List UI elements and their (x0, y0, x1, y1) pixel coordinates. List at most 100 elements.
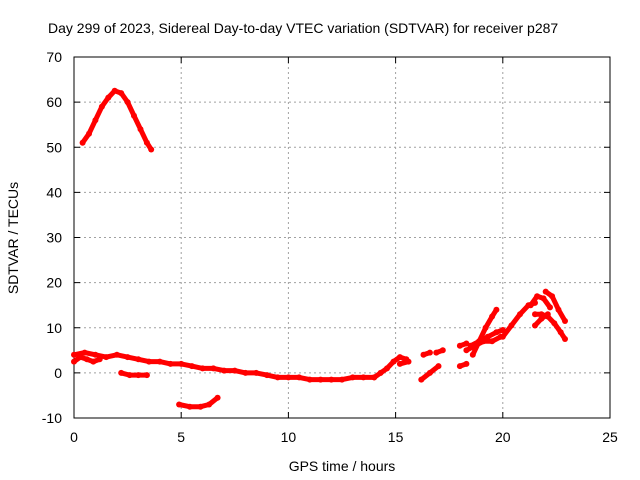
data-point (433, 349, 440, 356)
data-point (214, 394, 221, 401)
data-point (71, 351, 77, 358)
data-point (77, 354, 84, 361)
data-point (105, 94, 112, 101)
series-group (71, 87, 568, 410)
data-point (542, 288, 549, 295)
y-tick-label: 10 (46, 320, 62, 336)
grid (74, 57, 610, 418)
data-point (426, 349, 433, 356)
data-point (405, 358, 412, 365)
data-point (113, 351, 120, 358)
y-tick-label: 30 (46, 230, 62, 246)
data-point (469, 351, 476, 358)
data-point (118, 369, 125, 376)
y-tick-label: -10 (42, 410, 62, 426)
data-point (143, 372, 150, 379)
data-point (456, 342, 463, 349)
data-point (296, 374, 303, 381)
data-point (435, 363, 442, 370)
data-point (148, 146, 155, 153)
series-arc-late-5 (528, 293, 553, 310)
data-point (188, 363, 195, 370)
data-point (396, 360, 403, 367)
data-point (210, 365, 217, 372)
data-point (90, 358, 97, 365)
data-point (124, 99, 131, 106)
data-point (118, 90, 125, 97)
data-point (146, 358, 152, 365)
y-tick-label: 20 (46, 275, 62, 291)
data-point (111, 87, 118, 94)
data-point (156, 358, 163, 365)
data-point (540, 295, 547, 302)
y-tick-label: 0 (54, 365, 62, 381)
data-point (328, 376, 335, 383)
data-point (339, 376, 345, 383)
data-point (527, 302, 534, 309)
chart-title: Day 299 of 2023, Sidereal Day-to-day VTE… (48, 20, 558, 36)
data-point (390, 358, 397, 365)
data-point (96, 356, 103, 363)
data-point (186, 403, 193, 410)
data-point (206, 401, 213, 408)
data-point (81, 349, 88, 356)
x-tick-label: 25 (602, 429, 618, 445)
data-point (285, 374, 292, 381)
x-axis-label: GPS time / hours (289, 458, 396, 474)
data-point (98, 103, 105, 110)
data-point (493, 329, 500, 336)
data-point (396, 354, 403, 361)
data-point (83, 356, 90, 363)
data-point (482, 324, 489, 331)
y-axis-label: SDTVAR / TECUs (5, 182, 21, 294)
data-point (126, 372, 133, 379)
data-point (562, 336, 568, 342)
data-point (317, 376, 324, 383)
data-point (274, 374, 281, 381)
data-point (489, 313, 496, 320)
data-point (242, 369, 249, 376)
data-point (79, 139, 86, 146)
data-point (253, 369, 260, 376)
data-point (197, 403, 204, 410)
data-point (135, 372, 142, 379)
data-point (199, 365, 206, 372)
data-point (426, 369, 433, 376)
data-point (92, 351, 99, 358)
data-point (178, 360, 185, 367)
x-tick-label: 15 (388, 429, 404, 445)
data-point (377, 369, 384, 376)
y-tick-label: 40 (46, 184, 62, 200)
data-point (532, 311, 538, 318)
data-point (538, 315, 545, 322)
data-point (557, 329, 564, 336)
data-point (439, 347, 446, 354)
y-tick-label: 60 (46, 94, 62, 110)
data-point (221, 367, 228, 374)
data-point (544, 311, 551, 318)
data-point (103, 354, 110, 361)
data-point (231, 367, 238, 374)
data-point (418, 376, 425, 383)
y-tick-label: 70 (46, 49, 62, 65)
data-point (549, 293, 556, 300)
data-point (306, 376, 313, 383)
data-point (532, 322, 538, 329)
data-point (493, 306, 500, 313)
data-point (555, 306, 562, 313)
data-point (167, 360, 174, 367)
data-point (371, 374, 378, 381)
data-point (467, 342, 474, 349)
data-point (484, 333, 491, 340)
data-point (420, 351, 427, 358)
data-point (131, 112, 137, 119)
data-point (349, 374, 356, 381)
data-point (562, 318, 568, 324)
data-point (551, 320, 558, 327)
data-point (476, 338, 483, 345)
data-point (71, 358, 77, 365)
data-point (264, 372, 270, 379)
series-arc-late-7 (543, 289, 568, 324)
data-point (489, 338, 496, 345)
